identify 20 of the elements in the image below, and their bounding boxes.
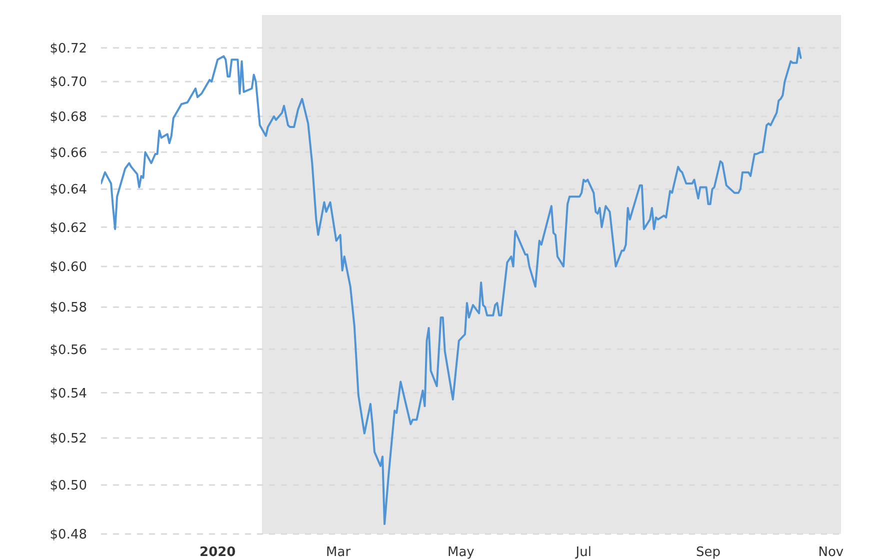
y-tick-label: $0.68 — [50, 110, 87, 125]
y-tick-label: $0.50 — [50, 478, 87, 494]
y-tick-label: $0.56 — [50, 342, 87, 358]
y-tick-label: $0.66 — [50, 146, 87, 161]
y-tick-label: $0.60 — [50, 260, 87, 276]
x-tick-label: Nov — [818, 545, 844, 560]
y-tick-label: $0.48 — [50, 528, 87, 543]
x-tick-label: Mar — [326, 545, 352, 560]
x-tick-label: Jul — [574, 545, 592, 560]
y-tick-label: $0.52 — [50, 432, 87, 447]
y-tick-label: $0.72 — [50, 41, 87, 56]
y-tick-label: $0.70 — [50, 75, 87, 90]
y-tick-label: $0.54 — [50, 386, 87, 402]
line-series — [101, 46, 802, 526]
x-tick-label: 2020 — [200, 545, 236, 560]
y-tick-label: $0.58 — [50, 300, 87, 316]
x-tick-label: May — [448, 545, 475, 560]
y-tick-label: $0.64 — [50, 182, 87, 198]
y-tick-label: $0.62 — [50, 220, 87, 236]
x-tick-label: Sep — [696, 545, 721, 560]
